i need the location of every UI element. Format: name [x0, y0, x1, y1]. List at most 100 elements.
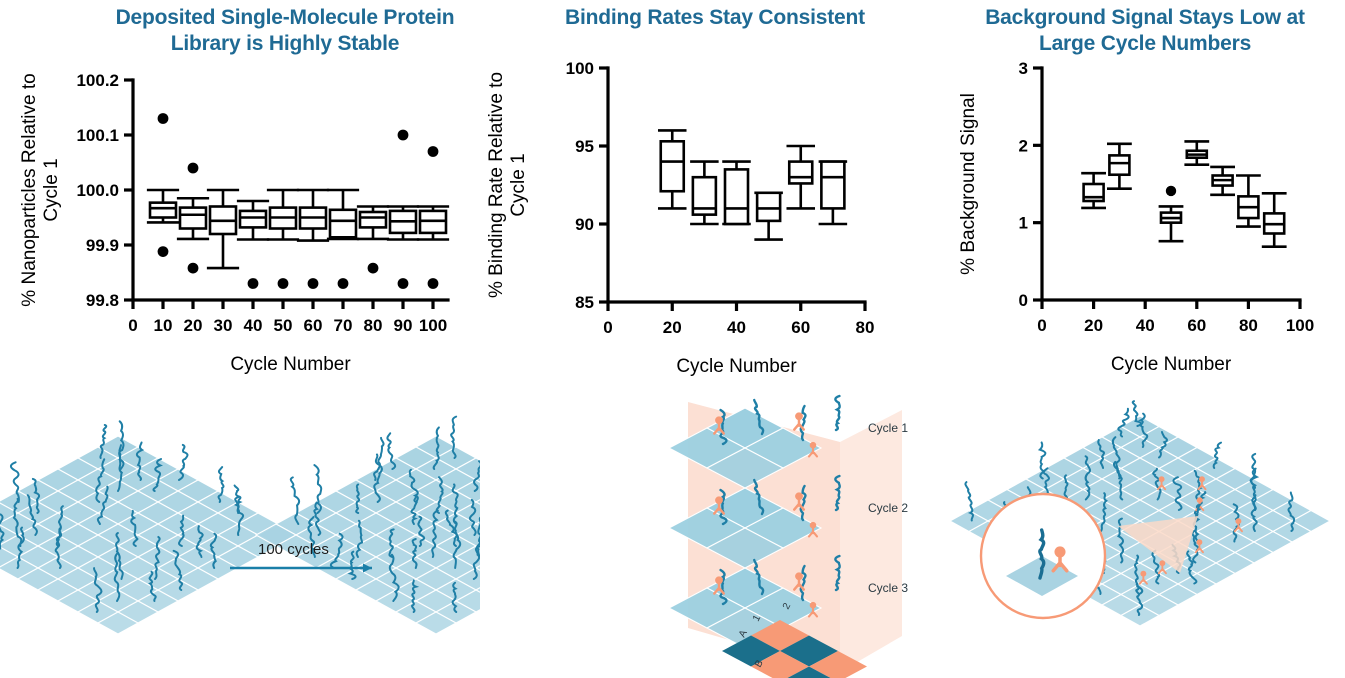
- protein-strand: [1250, 494, 1258, 532]
- ligand-marker: [793, 412, 805, 431]
- box-iqr: [1108, 154, 1131, 177]
- legend-col-label: 2: [781, 601, 794, 611]
- protein-strand: [432, 426, 440, 470]
- legend-tile: [751, 651, 809, 678]
- box-iqr: [691, 175, 718, 216]
- protein-strand: [307, 516, 316, 558]
- protein-strand: [178, 514, 185, 547]
- y-tick-label: 100.0: [76, 181, 119, 200]
- protein-strand: [1157, 430, 1169, 459]
- x-tick-label: 70: [334, 316, 353, 335]
- protein-strand: [1287, 491, 1296, 532]
- magnifier-callout: [979, 492, 1198, 620]
- chip-assembly: [254, 415, 480, 635]
- y-tick-label: 90: [575, 215, 594, 234]
- box-plot-group: [1261, 191, 1287, 248]
- box-iqr: [328, 208, 358, 239]
- y-axis-title: % Background Signal: [958, 93, 979, 275]
- protein-strand: [313, 464, 323, 514]
- protein-strand: [1172, 476, 1183, 511]
- outlier-point: [157, 113, 169, 124]
- chart-nanoparticles: 99.8 99.9 100.0 100.1 100.2 0 10 20 30 40 50 60 70 80…: [19, 71, 450, 375]
- protein-strand: [135, 441, 145, 481]
- outlier-point: [187, 262, 199, 274]
- axis-lines: [1040, 66, 1302, 302]
- x-tick-label: 60: [1187, 316, 1206, 335]
- x-tick-label: 20: [184, 316, 203, 335]
- protein-strand: [373, 436, 385, 481]
- box-plot-group: [1107, 142, 1132, 190]
- protein-strand: [834, 474, 841, 512]
- ligand-marker: [1051, 546, 1069, 573]
- cycle-label: Cycle 2: [868, 501, 908, 515]
- protein-strand: [719, 408, 728, 446]
- outlier-point: [247, 278, 259, 289]
- box-plot-group: [146, 113, 180, 257]
- protein-strand: [417, 515, 426, 547]
- ligand-marker: [713, 416, 725, 435]
- box-plot-group: [296, 188, 330, 289]
- box-plot-group: [1184, 140, 1210, 166]
- y-tick-label: 1: [1019, 214, 1028, 233]
- protein-strand: [1193, 469, 1203, 501]
- y-tick-label: 95: [575, 137, 594, 156]
- box-plot-group: [818, 160, 848, 226]
- protein-strand: [96, 485, 109, 525]
- chart-title-binding-rate: Binding Rates Stay Consistent: [565, 6, 865, 29]
- chip-tile: [0, 546, 20, 568]
- protein-strand: [152, 457, 163, 492]
- protein-strand: [1097, 439, 1106, 469]
- cycle-label: Cycle 1: [868, 421, 908, 435]
- protein-strand: [117, 444, 123, 492]
- protein-strand: [329, 532, 344, 569]
- y-axis-title: % Binding Rate Relative to Cycle 1: [486, 72, 529, 298]
- outlier-point: [337, 278, 349, 289]
- protein-strand: [1186, 550, 1198, 585]
- box-plot-group: [1210, 165, 1235, 197]
- protein-strand: [411, 538, 418, 569]
- x-tick-label: 0: [603, 318, 612, 337]
- protein-strand: [289, 476, 301, 525]
- protein-strand: [233, 496, 245, 536]
- protein-strand: [475, 516, 480, 558]
- chart-title-background-signal: Background Signal Stays Low at Large Cyc…: [985, 6, 1305, 55]
- illustration-chip-stability: [0, 415, 480, 635]
- x-tick-label: 10: [154, 316, 173, 335]
- protein-strand: [1084, 455, 1092, 501]
- protein-strand: [217, 466, 225, 503]
- svg-text:% Binding Rate Relative to: % Binding Rate Relative to: [486, 72, 507, 298]
- panel-background-signal: Background Signal Stays Low at Large Cyc…: [940, 0, 1345, 678]
- x-tick-label: 80: [856, 318, 875, 337]
- ligand-marker: [1157, 560, 1167, 575]
- protein-strand: [1212, 441, 1223, 469]
- protein-strand: [452, 520, 462, 569]
- y-tick-label: 100.1: [76, 126, 119, 145]
- ligand-marker: [713, 496, 725, 515]
- outlier-point: [427, 278, 439, 289]
- x-tick-label: 80: [364, 316, 383, 335]
- y-tick-label: 99.9: [86, 236, 119, 255]
- x-tick-label: 60: [791, 318, 810, 337]
- protein-strand: [55, 505, 64, 547]
- protein-strand: [719, 568, 728, 606]
- chip-tile: [0, 502, 20, 524]
- y-tick-label: 85: [575, 293, 594, 312]
- protein-strand: [16, 526, 25, 569]
- illustration-chip-background: [948, 400, 1332, 627]
- chart-binding-rate: 85 90 95 100 0 20 40 60 80 Cycle Number % Binding …: [486, 59, 875, 377]
- box-plot-group: [657, 129, 687, 210]
- box-iqr: [787, 160, 814, 185]
- y-tick-label: 2: [1019, 136, 1028, 155]
- x-tick-label: 20: [1084, 316, 1103, 335]
- box-iqr: [659, 140, 686, 193]
- box-plot-group: [722, 160, 751, 226]
- protein-strand: [386, 432, 397, 470]
- protein-strand: [355, 483, 361, 514]
- protein-strand: [753, 558, 765, 596]
- svg-text:% Nanoparticles Relative to: % Nanoparticles Relative to: [19, 73, 40, 306]
- protein-strand: [373, 453, 383, 503]
- box-plot-group: [754, 191, 783, 241]
- protein-strand: [1117, 407, 1130, 438]
- protein-strand: [1038, 528, 1046, 580]
- x-axis-title: Cycle Number: [230, 354, 351, 375]
